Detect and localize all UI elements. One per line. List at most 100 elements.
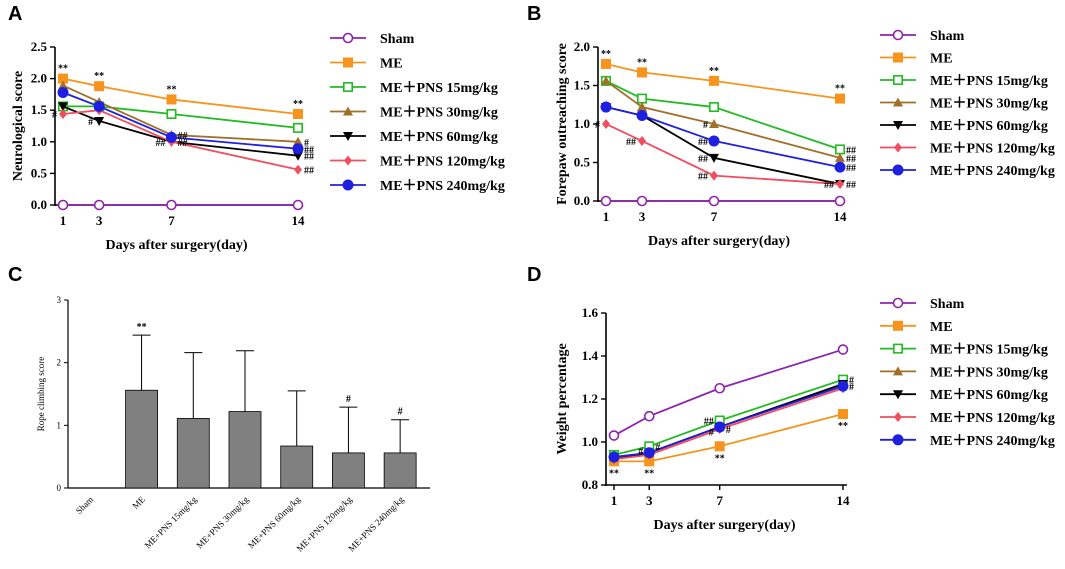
significance-mark: ** [709,66,719,77]
series-line-PNS30 [605,80,841,159]
x-tick-label: 1 [611,493,618,508]
data-point-Sham [93,199,105,211]
legend-label-PNS60: ME＋PNS 60mg/kg [930,388,1048,403]
significance-mark: ## [698,172,708,183]
significance-mark: ## [304,145,314,156]
data-point-PNS240 [600,101,612,113]
series-line-PNS30 [62,84,299,143]
x-tick-label: 7 [711,209,718,224]
legend-label-ME: ME [930,52,953,67]
data-point-PNS30 [637,102,647,112]
significance-mark: ## [626,137,636,148]
legend-label-ME: ME [930,320,953,335]
legend-label-PNS30: ME＋PNS 30mg/kg [930,365,1048,380]
x-tick-label: 14 [837,493,851,508]
panel-B: B 0.0 0.5 1.0 1.5 2.0 1 3 7 14 Days after surgery(… [527,3,856,249]
data-point-PNS120 [638,135,646,146]
significance-mark: ** [293,99,303,110]
data-point-PNS15 [292,122,303,133]
data-point-Sham [837,344,849,355]
significance-mark: ** [58,64,68,75]
y-tick-label: 2.0 [574,39,590,54]
legend-label-PNS120: ME＋PNS 120mg/kg [930,411,1055,426]
y-tick-label: 1.5 [31,102,48,117]
legend-marker-PNS15 [892,343,903,354]
data-point-PNS120 [294,164,302,175]
significance-mark: ## [846,163,856,174]
significance-mark: ** [838,421,848,432]
significance-mark: ** [835,84,845,95]
significance-mark: # [703,120,708,131]
legend-label-PNS30: ME＋PNS 30mg/kg [930,97,1048,112]
y-tick-label: 1.0 [31,134,47,149]
data-point-Sham [834,195,846,207]
legend-label-PNS30: ME＋PNS 30mg/kg [380,106,498,121]
significance-mark: ** [644,468,654,479]
bar [383,452,417,489]
data-point-Sham [292,199,304,211]
bar [280,445,314,489]
x-tick-label: 7 [168,213,175,228]
panel-letter-A: A [8,3,22,25]
bar-significance: ** [137,322,147,333]
legend-label-PNS240: ME＋PNS 240mg/kg [380,179,505,194]
data-point-Sham [608,430,620,441]
significance-mark: ** [609,468,619,479]
series-line-PNS240 [613,385,844,458]
series-line-PNS15 [613,378,844,456]
category-label: ME+PNS 30mg/kg [194,494,250,550]
category-label: ME+PNS 60mg/kg [246,494,302,550]
significance-mark: ## [846,145,856,156]
series-line-ME [605,63,841,100]
legend-marker-PNS240 [342,179,354,191]
data-point-ME [94,81,105,92]
significance-mark: ## [177,138,187,149]
data-point-Sham [57,199,69,211]
legend-label-PNS15: ME＋PNS 15mg/kg [930,343,1048,358]
y-tick-label: 0.0 [31,197,47,212]
significance-mark: # [849,382,854,393]
significance-mark: ## [698,154,708,165]
y-tick-label: 3 [57,295,62,305]
series-line-PNS60 [62,105,299,157]
panel-A: A 0.0 0.5 1.0 1.5 2.0 2.5 1 3 7 14 Days after surge… [8,3,314,253]
series-line-ME [62,77,299,115]
significance-mark: ## [304,166,314,177]
significance-mark: # [849,376,854,387]
legend-label-Sham: Sham [380,32,415,47]
y-tick-label: 1.2 [582,391,598,406]
y-tick-label: 0.8 [582,477,599,492]
category-label: ME [130,494,147,511]
y-axis-label: Rope climbing score [36,357,46,431]
significance-mark: ** [715,453,725,464]
y-tick-label: 1.6 [582,305,599,320]
legend-label-PNS15: ME＋PNS 15mg/kg [380,81,498,96]
panel-letter-C: C [8,264,22,286]
legend-marker-PNS120 [894,142,902,153]
data-point-Sham [166,199,177,211]
legend-marker-PNS15 [342,82,353,93]
data-point-PNS240 [608,451,620,463]
data-point-ME [644,456,655,467]
series-line-PNS120 [613,387,844,461]
data-point-PNS240 [636,110,648,122]
bar [125,389,158,489]
significance-mark: # [655,442,660,453]
significance-mark: ## [304,152,314,163]
category-label: ME+PNS 15mg/kg [143,494,199,550]
data-point-PNS240 [643,447,655,459]
y-tick-label: 1.4 [582,348,599,363]
data-point-PNS240 [292,143,304,155]
data-point-ME [293,108,303,119]
significance-mark: ** [637,57,647,68]
legend-marker-PNS120 [894,412,902,422]
category-label: ME+PNS 120mg/kg [295,494,355,554]
y-tick-label: 2 [57,358,62,368]
legend-marker-PNS60 [893,121,903,130]
data-point-Sham [714,382,725,394]
y-tick-label: 0 [57,483,62,493]
data-point-ME [835,93,845,104]
data-point-ME [838,409,848,420]
legend-marker-PNS15 [892,75,903,86]
